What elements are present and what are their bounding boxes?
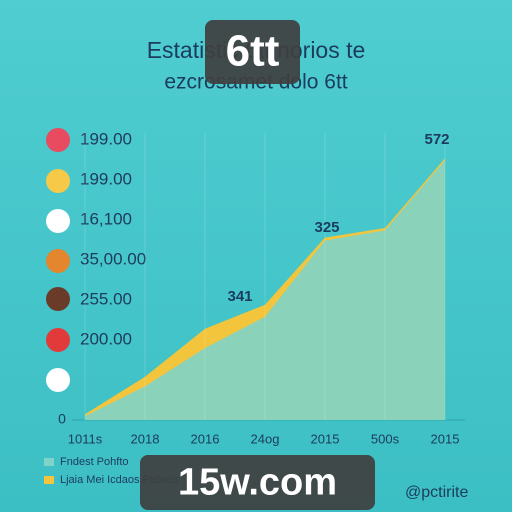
list-value: 255.00 — [80, 289, 132, 308]
list-value: 16,100 — [80, 209, 132, 228]
annotation: 572 — [424, 131, 449, 148]
icon — [46, 209, 70, 233]
icon — [46, 128, 70, 152]
y-tick-label: 0 — [58, 411, 66, 427]
list-value: 199.00 — [80, 129, 132, 148]
watermark-text: 15w.com — [178, 462, 337, 504]
icon-column — [46, 128, 70, 392]
icon — [46, 368, 70, 392]
x-tick-label: 24og — [251, 431, 280, 446]
icon — [46, 249, 70, 273]
area — [85, 160, 445, 420]
x-tick-label: 500s — [371, 431, 400, 446]
x-tick-label: 2018 — [131, 431, 160, 446]
icon — [46, 328, 70, 352]
icon — [46, 287, 70, 311]
annotation: 325 — [314, 219, 339, 236]
list-value: 199.00 — [80, 169, 132, 188]
legend-swatch — [44, 476, 54, 484]
legend-label: Fndest Pohfto — [60, 456, 129, 468]
annotation: 341 — [227, 288, 252, 305]
x-tick-label: 2015 — [431, 431, 460, 446]
x-tick-label: 2016 — [191, 431, 220, 446]
watermark-box — [140, 455, 375, 510]
legend-swatch — [44, 458, 54, 466]
x-tick-label: 2015 — [311, 431, 340, 446]
list-value: 35,00.00 — [80, 249, 146, 268]
watermark-box — [205, 20, 300, 84]
list-value: 200.00 — [80, 329, 132, 348]
watermark-text: 6tt — [226, 27, 280, 76]
handle: @pctirite — [405, 484, 468, 501]
x-tick-label: 1011s — [68, 431, 103, 446]
icon — [46, 169, 70, 193]
